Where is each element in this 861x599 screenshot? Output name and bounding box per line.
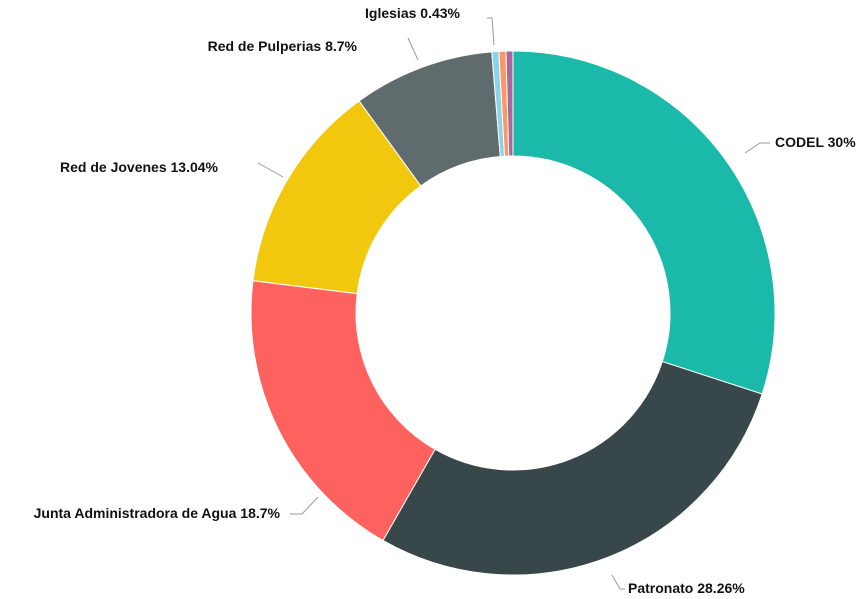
slice-name: CODEL	[775, 134, 824, 150]
slice-value: 0.43%	[420, 5, 460, 21]
slice-value: 28.26%	[697, 580, 745, 596]
slice-name: Junta Administradora de Agua	[34, 505, 237, 521]
slice-value: 18.7%	[240, 505, 280, 521]
slice-value: 13.04%	[171, 159, 219, 175]
leader-line	[290, 496, 319, 515]
slice-label: Red de Jovenes 13.04%	[60, 159, 219, 175]
slice-label: Junta Administradora de Agua 18.7%	[34, 505, 281, 521]
slice-value: 30%	[828, 134, 857, 150]
slice-name: Patronato	[628, 580, 693, 596]
slice-label: Red de Pulperias 8.7%	[208, 38, 358, 54]
leader-line	[611, 574, 625, 590]
donut-slice	[250, 280, 436, 542]
slice-label: CODEL 30%	[775, 134, 856, 150]
slice-name: Red de Jovenes	[60, 159, 167, 175]
donut-slice	[382, 360, 763, 576]
slice-label: Iglesias 0.43%	[365, 5, 461, 21]
slice-name: Red de Pulperias	[208, 38, 322, 54]
slice-label: Patronato 28.26%	[628, 580, 745, 596]
leader-line	[744, 142, 770, 154]
leader-line	[257, 162, 284, 178]
leader-line	[487, 17, 495, 46]
leader-line	[407, 37, 419, 61]
donut-slice	[505, 50, 514, 157]
slice-name: Iglesias	[365, 5, 417, 21]
slice-value: 8.7%	[325, 38, 357, 54]
donut-slice	[512, 50, 776, 395]
